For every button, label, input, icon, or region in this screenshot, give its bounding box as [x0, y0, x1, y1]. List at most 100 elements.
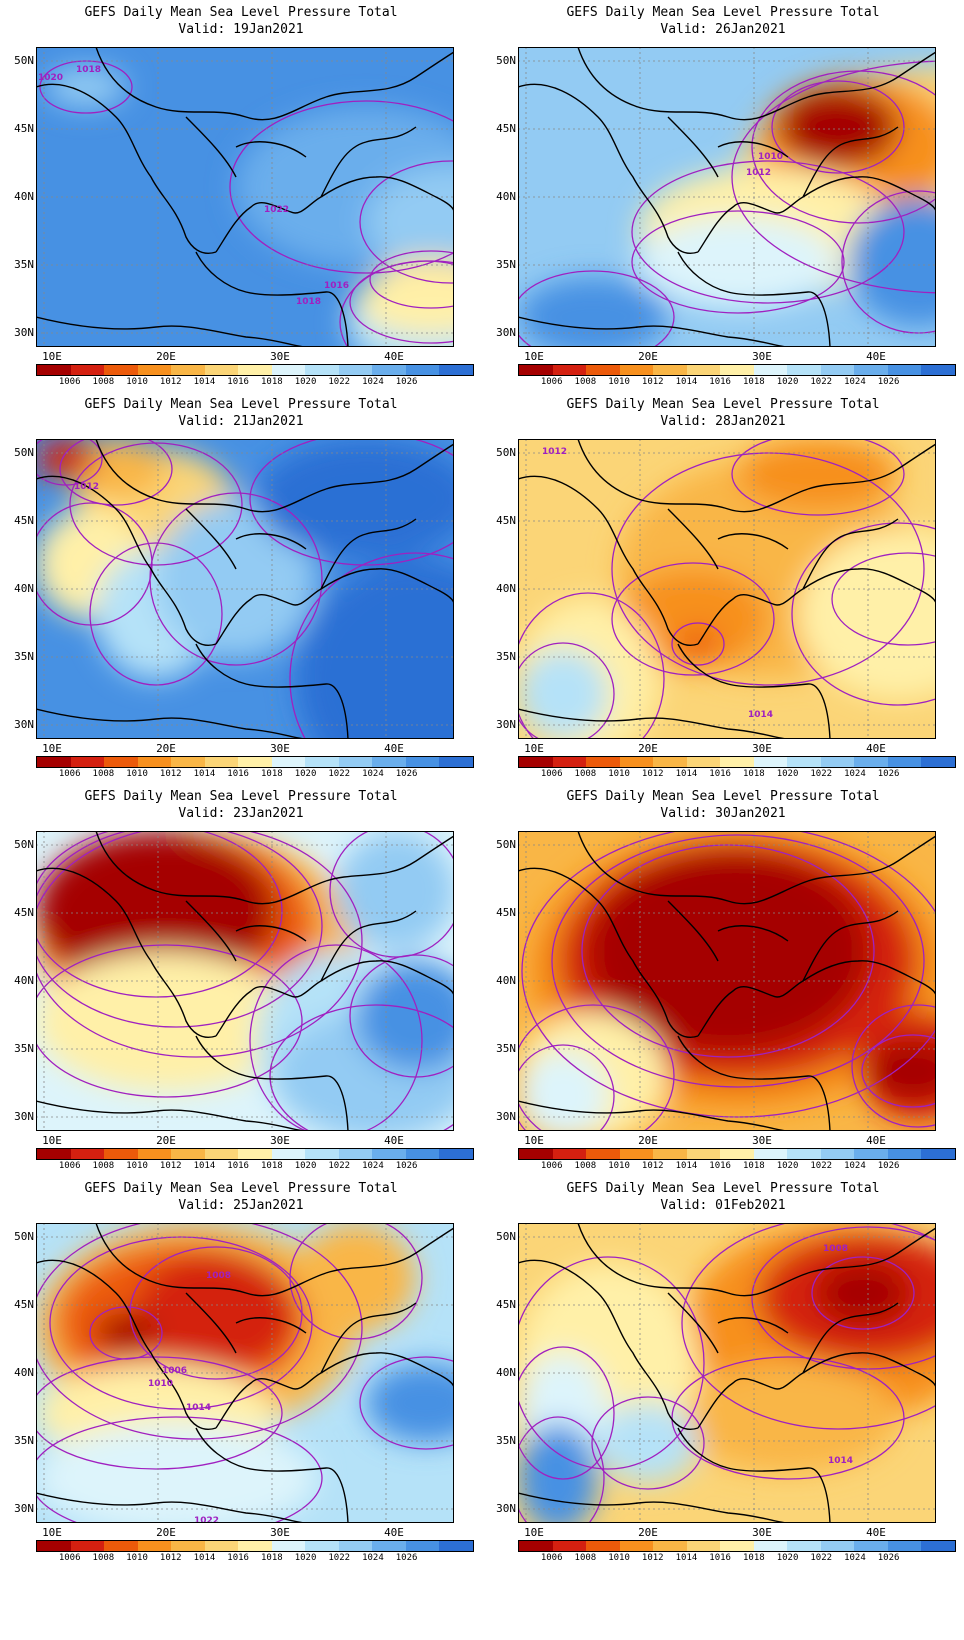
isobar-line: [329, 831, 454, 958]
latitude-label: 35N: [496, 1434, 516, 1447]
colorbar-swatch: [171, 1149, 205, 1159]
pressure-region: [618, 569, 768, 669]
latitude-label: 45N: [496, 122, 516, 135]
pressure-region: [518, 277, 668, 347]
panel-valid-date: Valid: 19Jan2021: [178, 22, 304, 37]
pressure-map: [36, 831, 454, 1131]
colorbar-label: 1006: [58, 769, 81, 779]
coastline: [95, 1223, 327, 1297]
colorbar-label: 1026: [395, 769, 418, 779]
colorbar-swatch: [653, 1149, 687, 1159]
coastline: [577, 831, 809, 905]
coastline: [697, 980, 804, 1037]
map-frame: [36, 47, 454, 347]
latitude-label: 30N: [496, 1502, 516, 1515]
colorbar-label: 1012: [641, 377, 664, 387]
colorbar-swatch: [372, 365, 406, 375]
isobar-line: [518, 1004, 675, 1131]
pressure-region: [518, 1051, 608, 1131]
latitude-label: 50N: [496, 1230, 516, 1243]
isobar-line: [59, 439, 173, 506]
colorbar-label: 1020: [776, 377, 799, 387]
colorbar-label: 1020: [294, 377, 317, 387]
colorbar-swatch: [552, 365, 587, 375]
panel-title: GEFS Daily Mean Sea Level Pressure Total: [566, 1181, 880, 1196]
coastline: [802, 910, 899, 982]
coastline: [195, 1427, 349, 1523]
colorbar-label: 1014: [193, 377, 216, 387]
colorbar-swatch: [104, 365, 138, 375]
colorbar-swatch: [405, 1149, 440, 1159]
longitude-label: 30E: [270, 742, 290, 755]
colorbar-swatch: [686, 365, 721, 375]
coastline: [325, 443, 454, 490]
coastline: [717, 925, 789, 942]
colorbar-swatch: [171, 757, 205, 767]
colorbar-label: 1022: [328, 1553, 351, 1563]
isobar-line: [731, 439, 905, 516]
pressure-region: [296, 559, 454, 739]
colorbar-swatch: [519, 1149, 553, 1159]
colorbar-label: 1016: [227, 377, 249, 387]
colorbar-swatch: [372, 1541, 406, 1551]
longitude-label: 40E: [866, 1134, 886, 1147]
pressure-map: 1012 1014: [518, 439, 936, 739]
coastline: [667, 900, 719, 962]
colorbar-label: 1008: [574, 377, 597, 387]
pressure-region: [638, 217, 838, 307]
colorbar-swatch: [204, 1149, 239, 1159]
coastline: [717, 533, 789, 550]
coastline: [677, 1427, 831, 1523]
colorbar-swatch: [686, 1149, 721, 1159]
panel-title: GEFS Daily Mean Sea Level Pressure Total: [84, 397, 398, 412]
coastline: [235, 141, 307, 158]
isobar-line: [751, 70, 936, 224]
colorbar-swatch: [921, 1541, 955, 1551]
colorbar: [518, 1540, 956, 1552]
colorbar-label: 1012: [159, 769, 182, 779]
isobar-line: [518, 1044, 615, 1131]
colorbar-label: 1006: [58, 377, 81, 387]
colorbar-label: 1012: [159, 377, 182, 387]
colorbar-label: 1022: [328, 377, 351, 387]
colorbar: [518, 364, 956, 376]
coastline: [36, 708, 307, 739]
coastline: [518, 1100, 789, 1131]
latitude-label: 45N: [496, 1298, 516, 1311]
pressure-region: [46, 67, 126, 107]
coastline: [802, 126, 899, 198]
coastline: [667, 508, 719, 570]
colorbar-label: 1016: [227, 769, 249, 779]
colorbar-swatch: [338, 1149, 373, 1159]
isobar-line: [349, 954, 454, 1078]
coastline: [717, 141, 789, 158]
isobar-line: [36, 439, 103, 486]
colorbar-label: 1018: [261, 1161, 283, 1171]
coastline: [807, 1227, 936, 1274]
coastline: [215, 196, 322, 253]
longitude-label: 10E: [42, 350, 62, 363]
longitude-label: 30E: [752, 1526, 772, 1539]
isobar-label: 1008: [206, 1271, 231, 1281]
colorbar-label: 1024: [844, 769, 866, 779]
colorbar-swatch: [720, 1149, 754, 1159]
coastline: [518, 1492, 789, 1523]
colorbar-swatch: [653, 365, 687, 375]
coastline: [215, 588, 322, 645]
colorbar-swatch: [137, 1541, 172, 1551]
colorbar-label: 1022: [810, 1553, 833, 1563]
colorbar: [36, 756, 474, 768]
isobar-line: [518, 1346, 615, 1480]
colorbar-label: 1010: [126, 1161, 148, 1171]
colorbar-label: 1022: [328, 769, 351, 779]
colorbar-swatch: [921, 757, 955, 767]
longitude-label: 40E: [866, 1526, 886, 1539]
coastline: [325, 1227, 454, 1274]
pressure-map: 1012: [36, 439, 454, 739]
map-frame: [518, 831, 936, 1131]
coastline: [807, 51, 936, 98]
map-panel: GEFS Daily Mean Sea Level Pressure Total…: [0, 392, 482, 802]
colorbar-label: 1016: [709, 769, 731, 779]
colorbar-swatch: [887, 1149, 922, 1159]
latitude-label: 30N: [14, 326, 34, 339]
